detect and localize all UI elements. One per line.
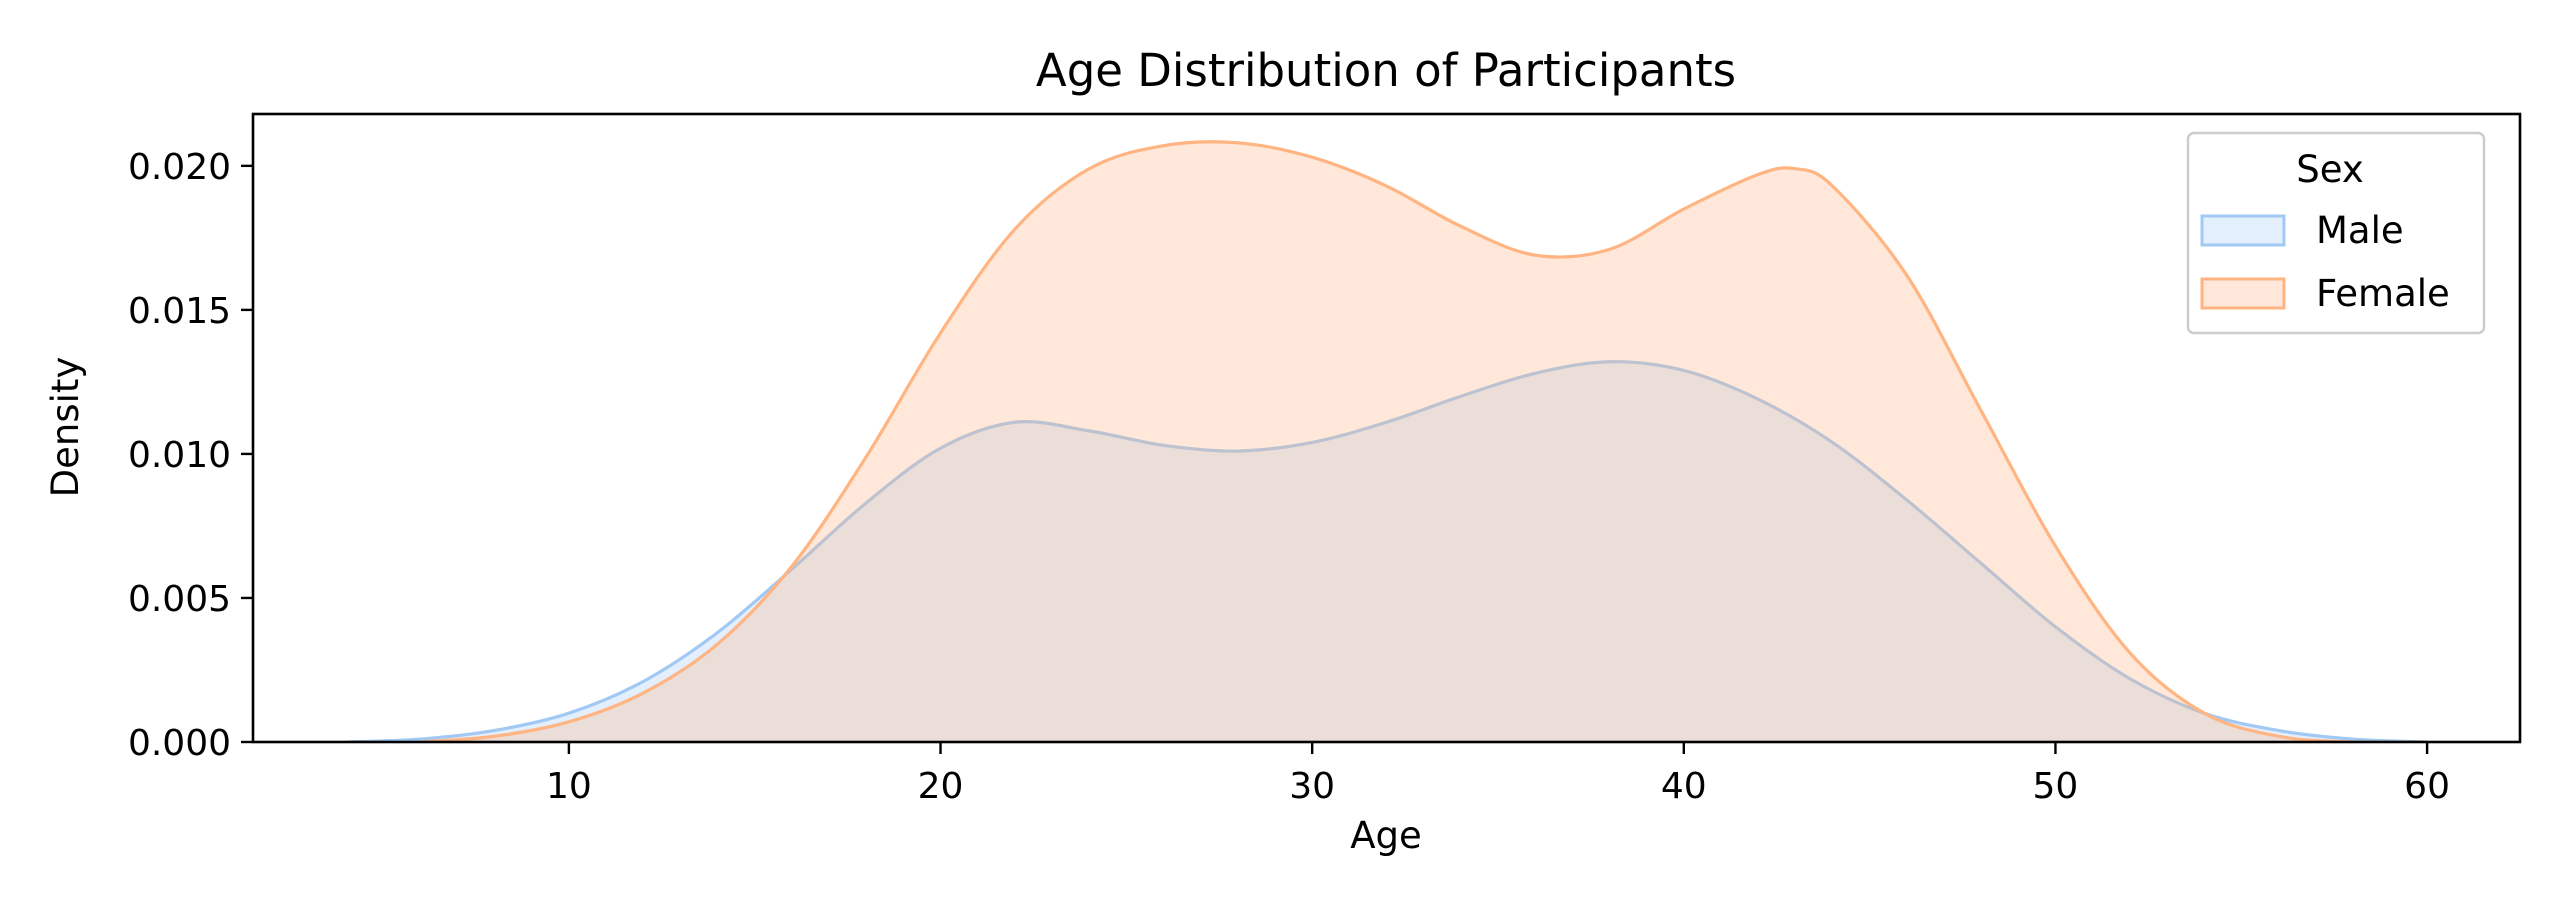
density-area-female [420, 141, 2428, 742]
legend: Sex Male Female [2186, 131, 2486, 335]
x-tick-label: 50 [2033, 766, 2079, 807]
legend-box [2186, 131, 2486, 335]
x-tick-label: 60 [2404, 766, 2450, 807]
legend-swatch-male [2200, 214, 2286, 247]
plot-area [251, 112, 2522, 744]
y-tick-label: 0.000 [128, 723, 231, 764]
x-tick-label: 10 [546, 766, 592, 807]
density-line-female [420, 140, 2428, 742]
x-tick-label: 20 [918, 766, 964, 807]
legend-swatch-female [2200, 277, 2286, 310]
y-axis-title: Density [44, 357, 87, 498]
y-tick-label: 0.015 [128, 291, 231, 332]
density-area-male [345, 361, 2428, 742]
y-tick-label: 0.010 [128, 435, 231, 476]
x-axis-title: Age [1350, 814, 1422, 857]
x-tick-label: 30 [1289, 766, 1335, 807]
x-tick-label: 40 [1661, 766, 1707, 807]
y-axis: 0.000 0.005 0.010 0.015 0.020 [128, 147, 253, 764]
plot-frame [251, 112, 2522, 744]
y-tick-label: 0.020 [128, 147, 231, 188]
density-line-male [345, 360, 2428, 742]
chart-title: Age Distribution of Participants [1036, 44, 1736, 97]
legend-label-male: Male [2316, 209, 2404, 252]
legend-label-female: Female [2316, 272, 2450, 315]
legend-title: Sex [2296, 148, 2364, 191]
x-axis: 10 20 30 40 50 60 [546, 742, 2450, 807]
y-tick-label: 0.005 [128, 579, 231, 620]
